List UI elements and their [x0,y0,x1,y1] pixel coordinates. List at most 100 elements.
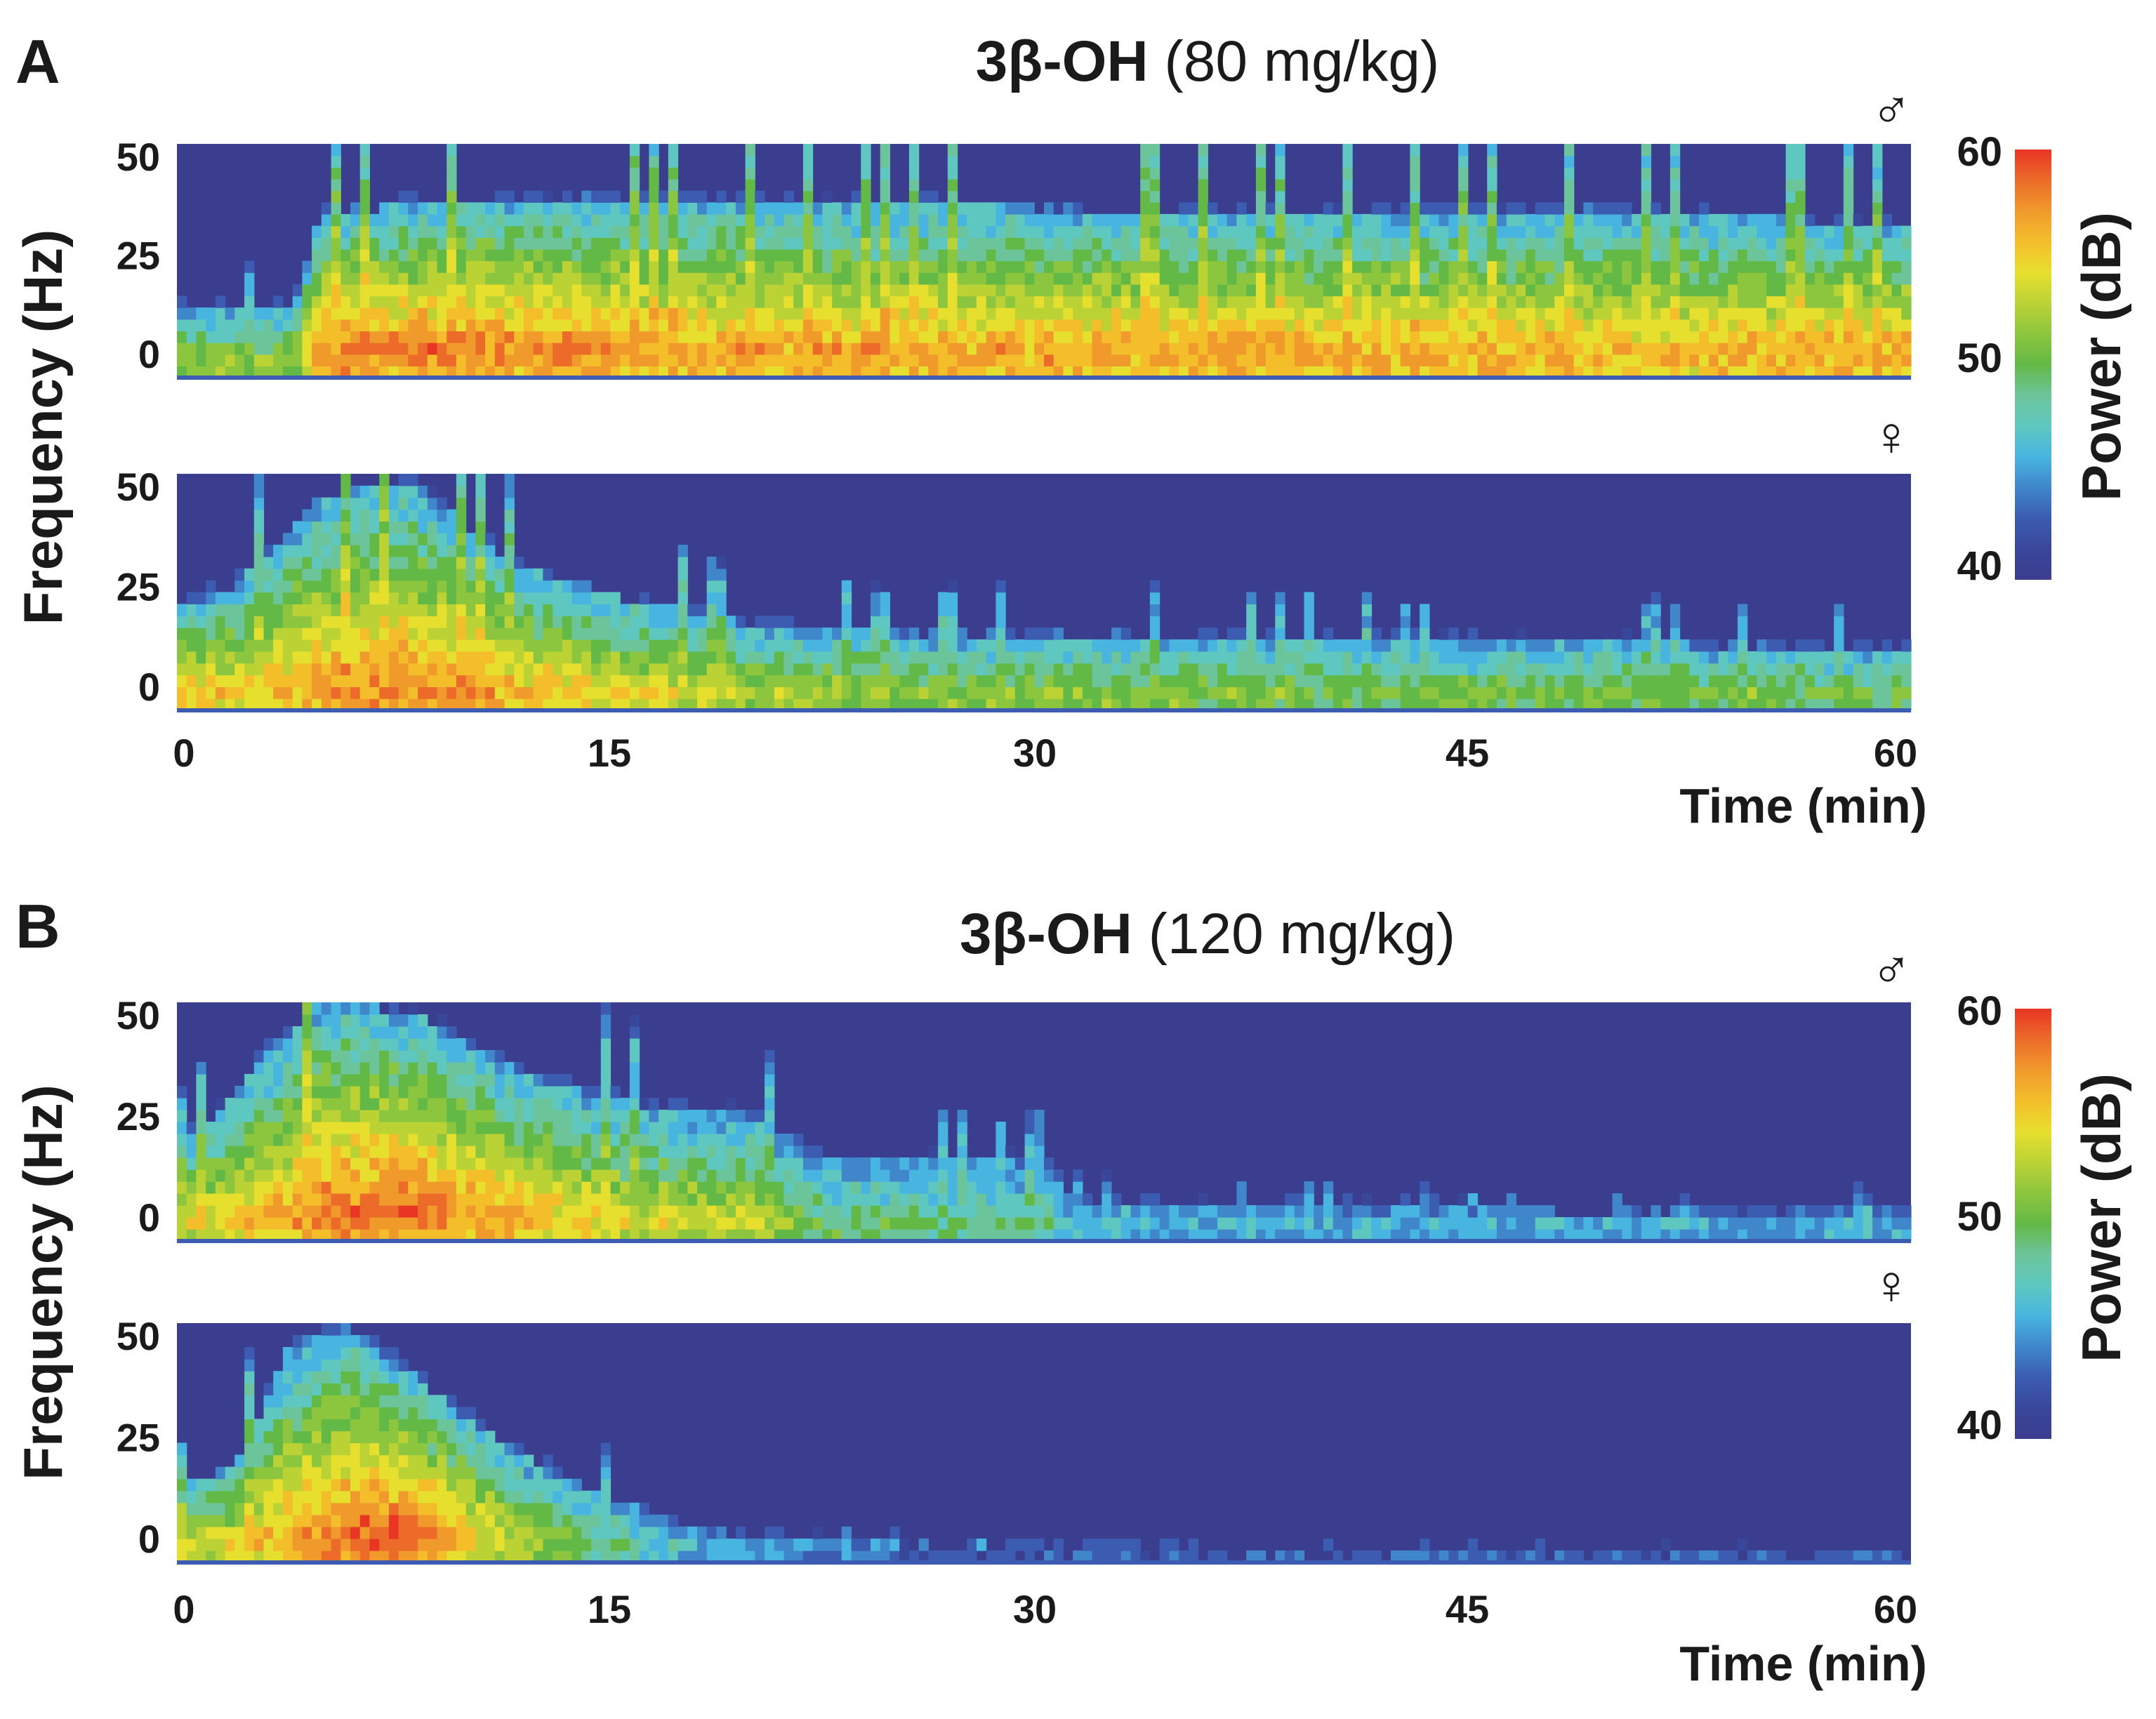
spectrogram-cell [1371,202,1382,215]
spectrogram-cell [1757,686,1767,699]
spectrogram-cell [947,144,958,157]
spectrogram-cell [543,284,553,297]
spectrogram-cell [1420,319,1430,332]
spectrogram-cell [1448,225,1459,238]
spectrogram-cell [494,663,505,676]
spectrogram-cell [1179,698,1189,711]
spectrogram-cell [908,651,920,664]
spectrogram-cell [1458,366,1469,378]
spectrogram-cell [1881,651,1893,664]
spectrogram-cell [1352,663,1363,676]
spectrogram-cell [1275,144,1285,157]
spectrogram-cell [687,616,698,628]
spectrogram-cell [350,1193,361,1206]
spectrogram-cell [687,628,698,640]
spectrogram-cell [379,343,390,355]
spectrogram-cell [735,202,746,215]
spectrogram-cell [908,663,920,676]
spectrogram-cell [1073,284,1083,297]
spectrogram-cell [871,237,881,250]
spectrogram-cell [1679,663,1690,676]
spectrogram-cell [1554,675,1565,687]
spectrogram-cell [302,1050,312,1063]
spectrogram-cell [340,1134,351,1146]
spectrogram-cell [1034,260,1045,273]
spectrogram-cell [1795,272,1806,285]
spectrogram-cell [340,557,351,569]
spectrogram-cell [475,604,486,616]
spectrogram-cell [1554,296,1565,308]
spectrogram-cell [851,272,861,285]
spectrogram-cell [822,202,833,215]
spectrogram-cell [735,686,746,699]
spectrogram-cell [253,331,265,343]
spectrogram-cell [1092,354,1102,366]
spectrogram-cell [331,260,341,273]
spectrogram-cell [1814,343,1825,355]
spectrogram-cell [504,1122,515,1134]
spectrogram-cell [379,1110,390,1122]
spectrogram-cell [292,616,303,628]
spectrogram-cell [437,533,447,545]
spectrogram-cell [379,639,390,652]
spectrogram-cell [1747,331,1757,343]
spectrogram-cell [1265,213,1276,227]
spectrogram-cell [1294,354,1305,366]
spectrogram-cell [418,1074,428,1087]
spectrogram-cell [889,296,900,308]
spectrogram-cell [899,354,910,366]
spectrogram-cell [1342,225,1353,238]
spectrogram-cell [359,248,370,262]
spectrogram-cell [947,272,958,285]
spectrogram-cell [841,592,852,604]
spectrogram-cell [1641,319,1652,332]
spectrogram-cell [359,319,370,332]
spectrogram-cell [1352,260,1363,273]
spectrogram-cell [225,1193,235,1206]
spectrogram-cell [1102,663,1112,676]
spectrogram-cell [1795,284,1806,297]
spectrogram-cell [1208,663,1218,676]
spectrogram-cell [1332,248,1343,262]
spectrogram-cell [456,319,467,332]
spectrogram-cell [1255,663,1267,676]
spectrogram-cell [321,1086,332,1099]
spectrogram-cell [1034,284,1045,297]
spectrogram-cell [687,260,698,273]
spectrogram-cell [1140,248,1151,262]
spectrogram-cell [716,202,727,215]
spectrogram-cell [1573,237,1584,250]
spectrogram-cell [225,628,235,640]
spectrogram-cell [388,354,399,366]
spectrogram-cell [571,284,582,297]
spectrogram-cell [841,698,852,711]
spectrogram-cell [1583,202,1594,215]
spectrogram-cell [562,639,573,652]
spectrogram-cell [1352,296,1363,308]
spectrogram-cell [437,616,447,628]
spectrogram-cell [1785,686,1796,699]
spectrogram-cell [1304,686,1314,699]
spectrogram-cell [1323,213,1334,227]
spectrogram-cell [1314,248,1324,262]
spectrogram-cell [1747,307,1757,320]
spectrogram-cell [889,213,900,227]
spectrogram-cell [967,366,977,378]
spectrogram-cell [1526,343,1536,355]
spectrogram-cell [1044,272,1054,285]
spectrogram-cell [1188,225,1199,238]
spectrogram-cell [282,686,293,699]
spectrogram-cell [1669,144,1681,157]
spectrogram-cell [755,213,765,227]
spectrogram-cell [908,144,920,157]
spectrogram-cell [1496,663,1507,676]
spectrogram-cell [292,521,303,533]
spectrogram-cell [196,698,206,711]
spectrogram-cell [533,651,543,664]
spectrogram-cell [427,319,438,332]
spectrogram-cell [1092,331,1102,343]
spectrogram-cell [177,1205,187,1218]
spectrogram-cell [861,272,871,285]
spectrogram-cell [1863,284,1873,297]
spectrogram-cell [418,248,428,262]
